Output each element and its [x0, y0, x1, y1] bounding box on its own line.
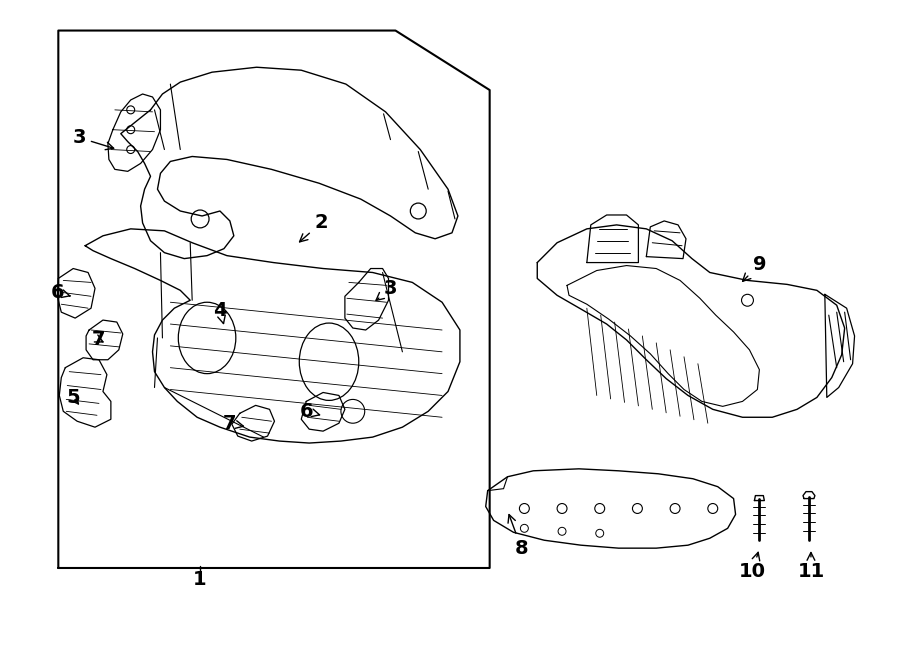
Text: 6: 6: [300, 402, 319, 421]
Text: 3: 3: [72, 128, 113, 149]
Text: 1: 1: [194, 570, 207, 590]
Text: 4: 4: [213, 301, 227, 324]
Text: 10: 10: [739, 553, 766, 582]
Text: 6: 6: [50, 283, 70, 302]
Text: 5: 5: [67, 388, 80, 407]
Text: 8: 8: [508, 514, 528, 558]
Text: 7: 7: [92, 330, 105, 350]
Text: 3: 3: [376, 279, 397, 301]
Text: 7: 7: [223, 414, 244, 433]
Text: 9: 9: [742, 255, 766, 282]
Text: 2: 2: [300, 214, 328, 242]
Text: 11: 11: [797, 553, 824, 582]
